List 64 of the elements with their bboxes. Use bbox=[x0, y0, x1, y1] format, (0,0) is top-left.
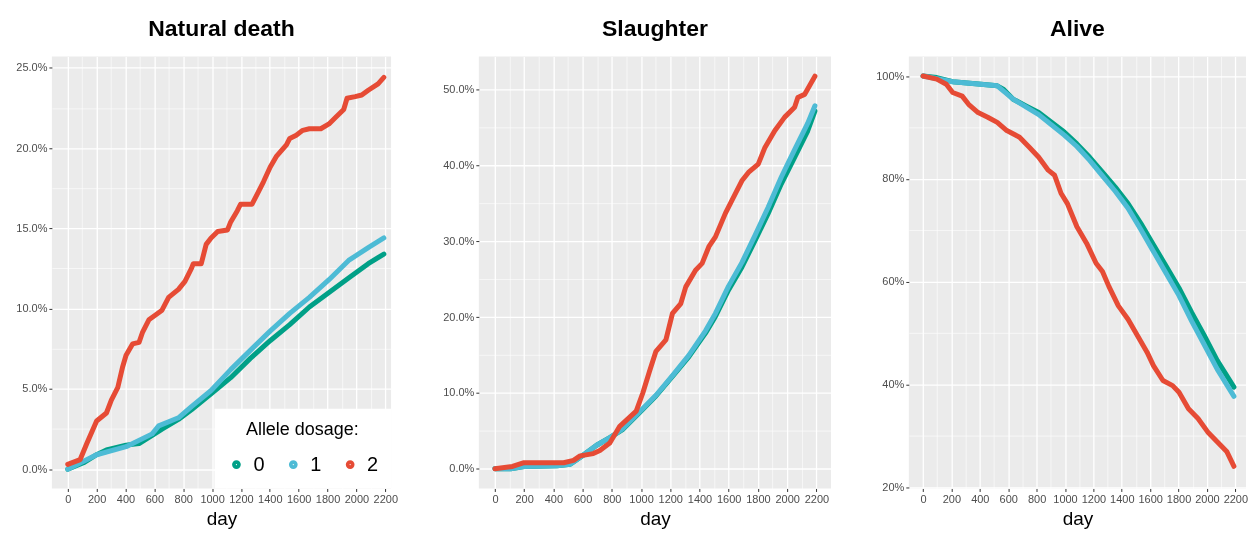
y-tick-label: 10.0% bbox=[16, 302, 48, 315]
y-tick-label: 0.0% bbox=[449, 462, 475, 475]
x-tick-label: 2200 bbox=[804, 492, 830, 505]
y-tick-label: 30.0% bbox=[443, 234, 475, 247]
x-axis-title: day bbox=[640, 507, 672, 529]
legend-title: Allele dosage: bbox=[245, 418, 359, 439]
x-tick-label: 800 bbox=[1027, 492, 1047, 505]
x-tick-label: 800 bbox=[603, 492, 622, 505]
y-tick-label: 15.0% bbox=[16, 221, 48, 234]
x-tick-label: 200 bbox=[515, 492, 534, 505]
y-tick-label: 40.0% bbox=[443, 159, 475, 172]
x-tick-label: 800 bbox=[174, 492, 193, 505]
x-tick-label: 1800 bbox=[315, 492, 341, 505]
x-tick-label: 1600 bbox=[1138, 492, 1163, 505]
legend-label: 0 bbox=[253, 452, 265, 475]
line-series bbox=[920, 73, 1237, 469]
x-tick-label: 1400 bbox=[687, 492, 713, 505]
x-tick-label: 200 bbox=[87, 492, 107, 505]
x-tick-label: 1000 bbox=[1053, 492, 1078, 505]
x-tick-label: 0 bbox=[492, 492, 499, 505]
x-tick-label: 1800 bbox=[1166, 492, 1192, 505]
x-tick-label: 200 bbox=[942, 492, 962, 505]
y-tick-label: 25.0% bbox=[16, 61, 48, 74]
y-tick-label: 20.0% bbox=[443, 310, 475, 323]
y-tick-label: 80% bbox=[882, 172, 905, 185]
x-tick-label: 1200 bbox=[229, 492, 254, 505]
x-tick-label: 2000 bbox=[344, 492, 370, 505]
x-tick-label: 600 bbox=[573, 492, 593, 505]
y-tick-label: 100% bbox=[876, 69, 905, 82]
chart-title: Slaughter bbox=[602, 14, 708, 41]
x-axis-title: day bbox=[206, 507, 238, 529]
x-tick-label: 2200 bbox=[1223, 492, 1249, 505]
x-tick-label: 400 bbox=[971, 492, 990, 505]
x-tick-label: 400 bbox=[544, 492, 564, 505]
chart-title: Natural death bbox=[148, 14, 295, 41]
y-tick-label: 0.0% bbox=[22, 462, 48, 475]
legend-label: 1 bbox=[310, 452, 322, 475]
x-tick-label: 400 bbox=[116, 492, 136, 505]
x-tick-label: 600 bbox=[145, 492, 165, 505]
x-tick-label: 2000 bbox=[1195, 492, 1220, 505]
x-tick-label: 1000 bbox=[200, 492, 225, 505]
chart-title: Alive bbox=[1050, 14, 1105, 41]
y-tick-label: 20.0% bbox=[16, 141, 48, 154]
x-tick-label: 600 bbox=[999, 492, 1018, 505]
y-tick-label: 40% bbox=[882, 378, 905, 391]
y-tick-label: 20% bbox=[882, 480, 905, 493]
x-tick-label: 1800 bbox=[746, 492, 771, 505]
x-tick-label: 0 bbox=[65, 492, 72, 505]
legend-label: 2 bbox=[367, 452, 379, 475]
y-tick-label: 60% bbox=[882, 275, 905, 288]
y-tick-label: 5.0% bbox=[22, 382, 48, 395]
x-tick-label: 0 bbox=[920, 492, 927, 505]
x-tick-label: 1400 bbox=[1110, 492, 1135, 505]
x-tick-label: 1000 bbox=[629, 492, 654, 505]
x-tick-label: 2200 bbox=[373, 492, 398, 505]
x-tick-label: 1600 bbox=[286, 492, 312, 505]
x-axis-title: day bbox=[1062, 507, 1094, 529]
x-tick-label: 1200 bbox=[1081, 492, 1107, 505]
x-tick-label: 2000 bbox=[775, 492, 800, 505]
x-tick-label: 1600 bbox=[717, 492, 742, 505]
x-tick-label: 1200 bbox=[658, 492, 683, 505]
x-tick-label: 1400 bbox=[258, 492, 283, 505]
y-tick-label: 10.0% bbox=[443, 386, 475, 399]
y-tick-label: 50.0% bbox=[443, 83, 475, 96]
